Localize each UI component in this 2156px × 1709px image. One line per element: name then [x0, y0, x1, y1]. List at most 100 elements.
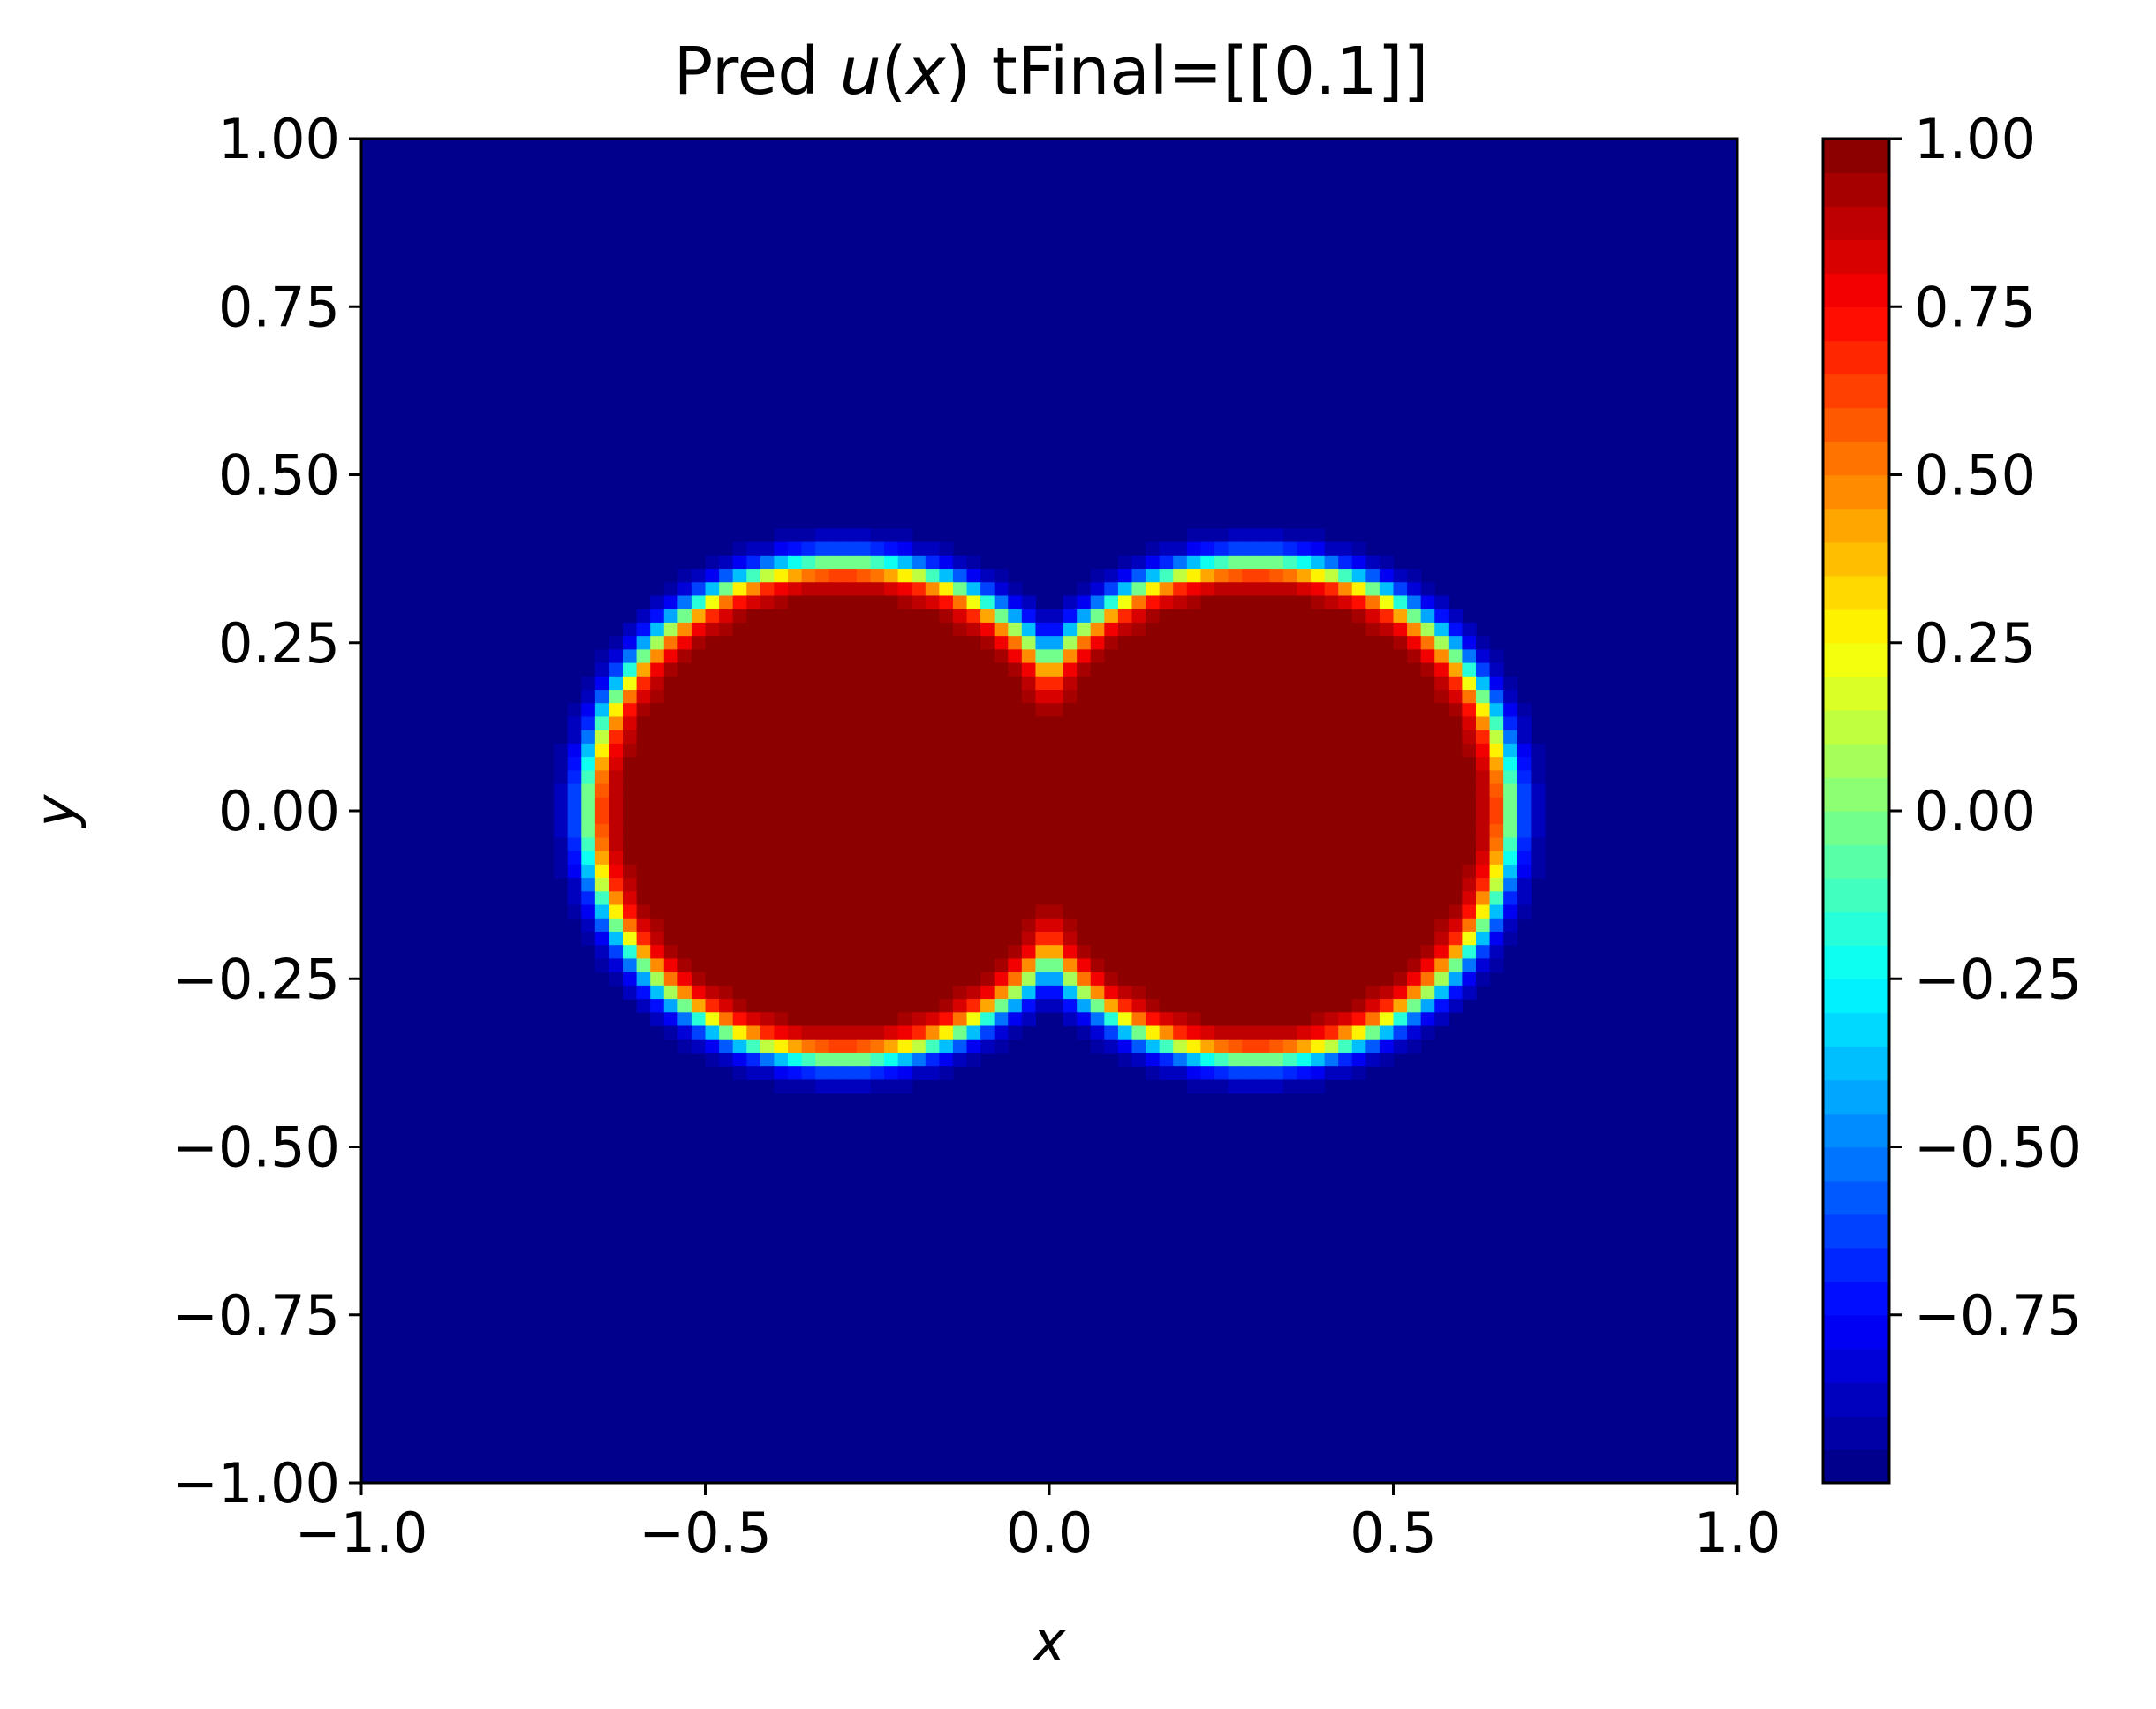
heatmap-cell — [650, 904, 665, 919]
heatmap-cell — [623, 931, 638, 946]
heatmap-cell — [856, 662, 872, 677]
heatmap-cell — [884, 757, 899, 771]
heatmap-cell — [1063, 636, 1078, 650]
heatmap-cell — [828, 609, 843, 624]
heatmap-cell — [1049, 703, 1064, 718]
heatmap-cell — [1008, 824, 1023, 839]
heatmap-cell — [952, 757, 968, 771]
heatmap-cell — [1269, 824, 1284, 839]
heatmap-cell — [732, 1012, 747, 1027]
heatmap-cell — [994, 811, 1009, 825]
heatmap-cell — [1407, 797, 1422, 812]
heatmap-cell — [1173, 609, 1188, 624]
colorbar-segment — [1823, 172, 1889, 207]
heatmap-cell — [1200, 743, 1215, 758]
heatmap-cell — [801, 676, 816, 691]
heatmap-cell — [787, 878, 803, 892]
heatmap-cell — [939, 622, 954, 637]
heatmap-cell — [691, 811, 707, 825]
colorbar-segment — [1823, 1247, 1889, 1282]
heatmap-cell — [1393, 662, 1408, 677]
heatmap-cell — [939, 864, 954, 879]
heatmap-cell — [1448, 811, 1463, 825]
heatmap-cell — [1146, 811, 1161, 825]
heatmap-cell — [567, 837, 582, 852]
heatmap-cell — [746, 555, 761, 570]
heatmap-cell — [1475, 824, 1491, 839]
heatmap-cell — [843, 730, 858, 745]
heatmap-cell — [677, 1039, 692, 1054]
heatmap-cell — [1489, 931, 1504, 946]
colorbar-segment — [1823, 1079, 1889, 1115]
heatmap-cell — [636, 837, 651, 852]
heatmap-cell — [1297, 958, 1312, 973]
heatmap-cell — [1420, 609, 1435, 624]
heatmap-cell — [677, 662, 692, 677]
heatmap-cell — [719, 878, 734, 892]
heatmap-cell — [1297, 703, 1312, 718]
heatmap-cell — [1393, 649, 1408, 664]
heatmap-cell — [1297, 676, 1312, 691]
heatmap-cell — [1008, 1012, 1023, 1027]
heatmap-cell — [1282, 972, 1298, 987]
heatmap-cell — [1365, 824, 1381, 839]
heatmap-cell — [1090, 783, 1105, 798]
heatmap-cell — [1090, 649, 1105, 664]
heatmap-cell — [1104, 649, 1119, 664]
heatmap-cell — [1311, 797, 1326, 812]
heatmap-cell — [1063, 622, 1078, 637]
heatmap-cell — [1049, 662, 1064, 677]
heatmap-cell — [1282, 918, 1298, 933]
heatmap-cell — [760, 999, 775, 1013]
heatmap-cell — [1117, 716, 1133, 731]
heatmap-cell — [1297, 918, 1312, 933]
heatmap-cell — [1297, 891, 1312, 906]
heatmap-cell — [609, 703, 624, 718]
colorbar-segment — [1823, 575, 1889, 610]
heatmap-cell — [1186, 783, 1201, 798]
heatmap-cell — [1173, 1052, 1188, 1067]
heatmap-cell — [1186, 837, 1201, 852]
heatmap-cell — [856, 1052, 872, 1067]
heatmap-cell — [594, 878, 610, 892]
heatmap-cell — [732, 1039, 747, 1054]
heatmap-cell — [856, 972, 872, 987]
heatmap-cell — [1489, 918, 1504, 933]
heatmap-cell — [1351, 730, 1366, 745]
heatmap-cell — [1090, 770, 1105, 785]
heatmap-cell — [1021, 918, 1037, 933]
heatmap-cell — [828, 918, 843, 933]
heatmap-cell — [567, 878, 582, 892]
heatmap-cell — [774, 797, 789, 812]
heatmap-cell — [1117, 1052, 1133, 1067]
heatmap-cell — [1517, 730, 1532, 745]
heatmap-cell — [1379, 770, 1395, 785]
heatmap-cell — [677, 904, 692, 919]
heatmap-cell — [1324, 743, 1339, 758]
heatmap-cell — [897, 676, 912, 691]
heatmap-cell — [952, 1025, 968, 1040]
heatmap-cell — [705, 851, 720, 866]
heatmap-cell — [1200, 945, 1215, 960]
heatmap-cell — [650, 878, 665, 892]
heatmap-cell — [939, 824, 954, 839]
heatmap-cell — [843, 609, 858, 624]
heatmap-cell — [1365, 555, 1381, 570]
heatmap-cell — [1365, 622, 1381, 637]
heatmap-cell — [1214, 716, 1229, 731]
heatmap-cell — [567, 811, 582, 825]
heatmap-cell — [760, 595, 775, 610]
heatmap-cell — [636, 878, 651, 892]
heatmap-cell — [1393, 878, 1408, 892]
heatmap-cell — [966, 609, 981, 624]
heatmap-cell — [828, 999, 843, 1013]
heatmap-cell — [787, 757, 803, 771]
heatmap-cell — [1351, 958, 1366, 973]
heatmap-cell — [746, 945, 761, 960]
heatmap-cell — [1008, 945, 1023, 960]
heatmap-cell — [1159, 541, 1174, 556]
heatmap-cell — [925, 595, 940, 610]
heatmap-cell — [939, 972, 954, 987]
heatmap-cell — [609, 797, 624, 812]
heatmap-cell — [1448, 985, 1463, 1000]
